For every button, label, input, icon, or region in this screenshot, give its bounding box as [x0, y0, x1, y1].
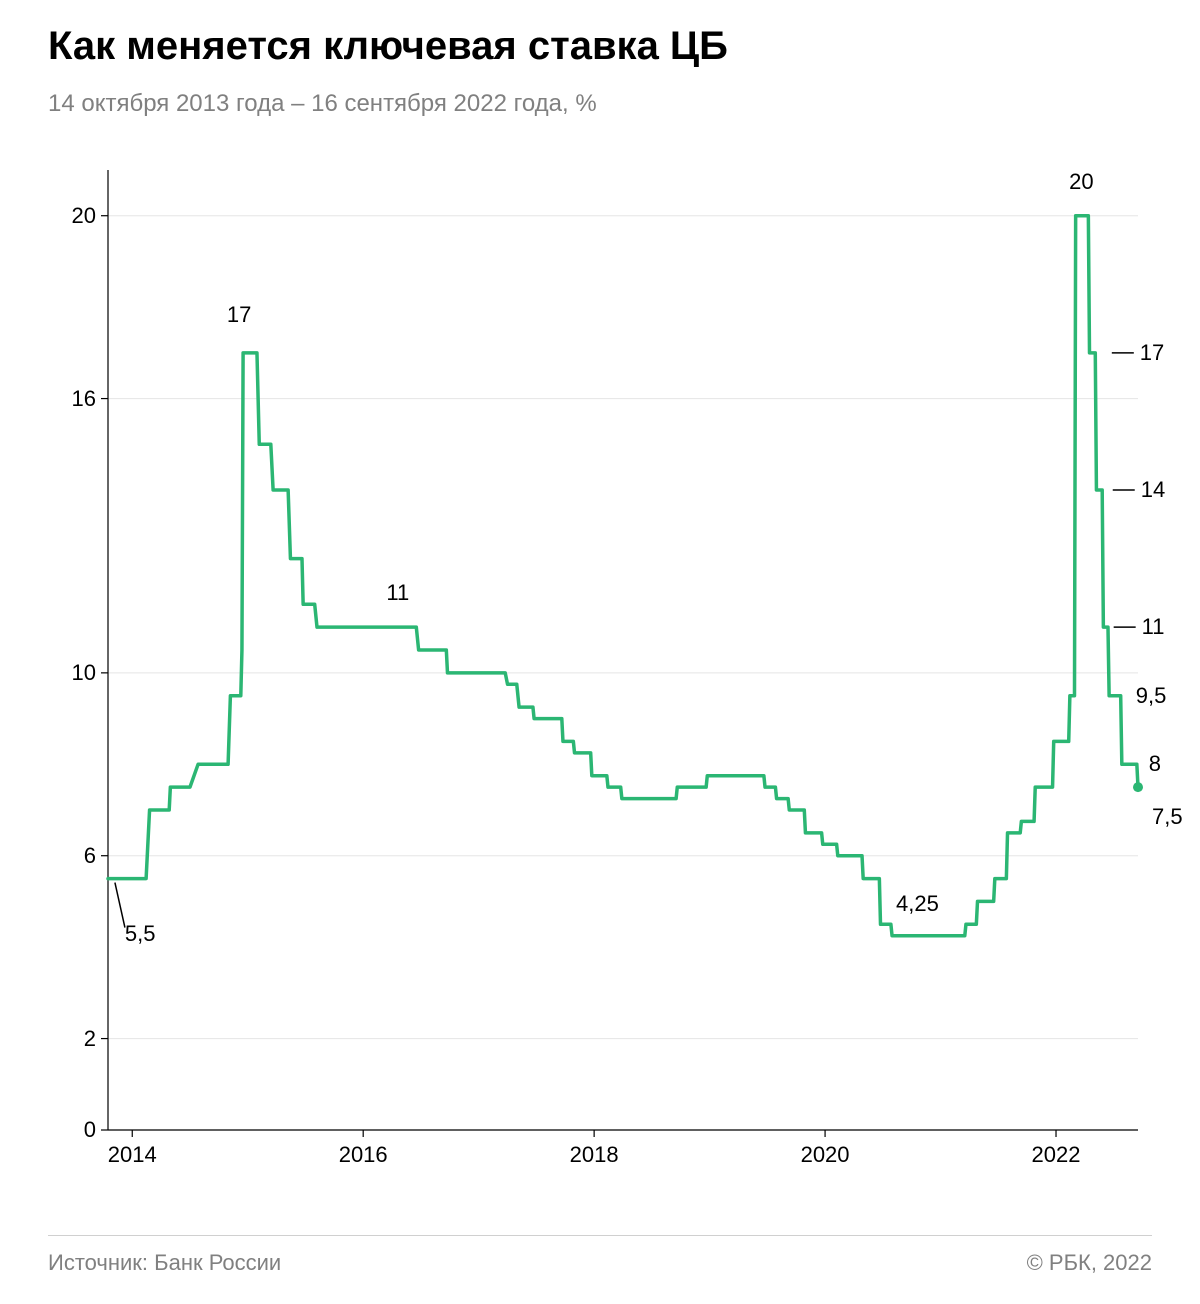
chart-annotation: 11 [1142, 614, 1165, 640]
x-tick-label: 2018 [564, 1142, 624, 1168]
copyright-label: © РБК, 2022 [1027, 1250, 1152, 1276]
y-tick-label: 16 [56, 386, 96, 412]
footer-divider [48, 1235, 1152, 1236]
chart-subtitle: 14 октября 2013 года – 16 сентября 2022 … [48, 90, 597, 118]
chart-annotation: 5,5 [125, 921, 156, 947]
chart-title: Как меняется ключевая ставка ЦБ [48, 24, 728, 69]
chart-annotation: 11 [368, 580, 428, 606]
x-tick-label: 2014 [102, 1142, 162, 1168]
chart-annotation: 17 [209, 302, 269, 328]
x-tick-label: 2022 [1026, 1142, 1086, 1168]
y-tick-label: 20 [56, 203, 96, 229]
x-tick-label: 2020 [795, 1142, 855, 1168]
chart-plot-area: 0 2 6 10 16 20 2014 2016 2018 2020 2022 5,5 17 11 4,2… [48, 150, 1152, 1170]
chart-annotation: 14 [1141, 477, 1165, 503]
chart-annotation: 17 [1140, 340, 1164, 366]
y-tick-label: 6 [56, 843, 96, 869]
y-tick-label: 10 [56, 660, 96, 686]
y-tick-label: 0 [56, 1117, 96, 1143]
chart-footer: Источник: Банк России © РБК, 2022 [48, 1250, 1152, 1276]
y-tick-label: 2 [56, 1026, 96, 1052]
chart-annotation: 4,25 [887, 891, 947, 917]
source-label: Источник: Банк России [48, 1250, 281, 1276]
chart-annotation: 20 [1051, 169, 1111, 195]
x-tick-label: 2016 [333, 1142, 393, 1168]
chart-container: Как меняется ключевая ставка ЦБ 14 октяб… [0, 0, 1200, 1304]
chart-annotation: 8 [1149, 751, 1161, 777]
chart-annotation: 9,5 [1136, 683, 1167, 709]
chart-annotation: 7,5 [1152, 804, 1183, 830]
